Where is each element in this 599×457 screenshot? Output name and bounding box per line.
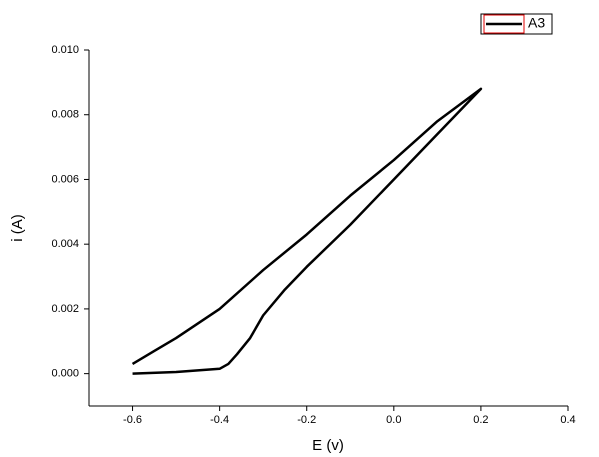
x-tick-label: -0.4	[210, 414, 229, 426]
legend-swatch-frame	[483, 14, 525, 34]
y-tick-label: 0.008	[51, 109, 79, 121]
x-tick-label: -0.6	[123, 414, 142, 426]
x-axis-title: E (v)	[312, 437, 344, 454]
y-tick-label: 0.000	[51, 368, 79, 380]
y-tick-label: 0.006	[51, 173, 79, 185]
data-line	[131, 87, 483, 375]
x-tick-label: -0.2	[297, 414, 316, 426]
y-tick-label: 0.010	[51, 44, 79, 56]
x-tick-label: 0.2	[473, 414, 488, 426]
legend-label: A3	[528, 15, 545, 31]
x-tick-label: 0.4	[560, 414, 575, 426]
y-tick-label: 0.004	[51, 238, 79, 250]
y-axis-title: i (A)	[9, 214, 26, 242]
x-tick-label: 0.0	[386, 414, 401, 426]
y-tick-label: 0.002	[51, 303, 79, 315]
